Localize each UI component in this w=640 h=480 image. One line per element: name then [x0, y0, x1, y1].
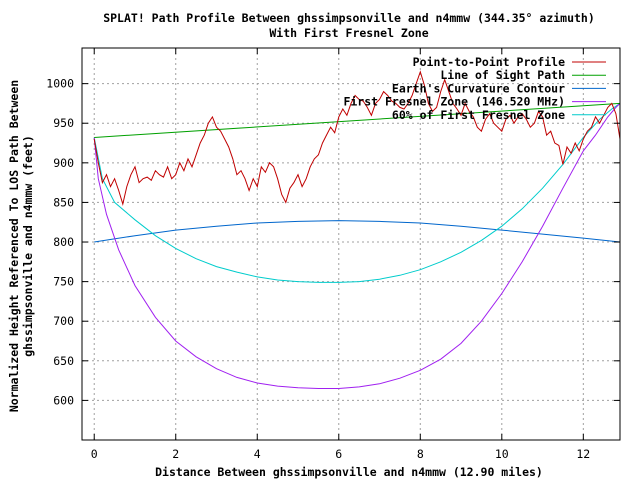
x-tick-label: 4 — [254, 447, 261, 461]
x-tick-label: 12 — [576, 447, 590, 461]
y-tick-label: 1000 — [46, 77, 74, 91]
x-tick-label: 0 — [91, 447, 98, 461]
x-tick-label: 8 — [417, 447, 424, 461]
x-tick-label: 2 — [172, 447, 179, 461]
series-line-4 — [93, 102, 621, 283]
y-axis-label-line-2: ghssimpsonville and n4mmw (feet) — [21, 135, 35, 357]
y-tick-label: 900 — [53, 156, 74, 170]
grid — [82, 48, 620, 440]
y-tick-label: 800 — [53, 235, 74, 249]
y-axis-label-line-1: Normalized Height Referenced To LOS Path… — [7, 80, 21, 412]
series-line-3 — [93, 103, 621, 389]
x-tick-label: 10 — [495, 447, 509, 461]
x-axis-label: Distance Between ghssimpsonville and n4m… — [155, 465, 543, 479]
y-tick-label: 600 — [53, 393, 74, 407]
series-line-0 — [93, 70, 621, 206]
y-tick-label: 700 — [53, 314, 74, 328]
legend-label: Line of Sight Path — [440, 68, 565, 82]
legend-label: 60% of First Fresnel Zone — [392, 108, 565, 122]
y-tick-label: 850 — [53, 195, 74, 209]
plot-frame — [81, 47, 621, 441]
y-tick-label: 650 — [53, 354, 74, 368]
ticks: 0 2 4 6 8 10 12 600 650 700 750 800 850 900 950 1000 — [46, 48, 620, 461]
legend-label: Earth's Curvature Contour — [392, 81, 565, 95]
x-tick-label: 6 — [335, 447, 342, 461]
chart-subtitle: With First Fresnel Zone — [269, 26, 428, 40]
series-line-2 — [94, 220, 621, 243]
chart-title: SPLAT! Path Profile Between ghssimpsonvi… — [103, 11, 595, 25]
y-tick-label: 750 — [53, 275, 74, 289]
y-axis-label: Normalized Height Referenced To LOS Path… — [7, 80, 35, 412]
legend-label: Point-to-Point Profile — [413, 55, 565, 69]
y-tick-label: 950 — [53, 116, 74, 130]
legend-label: First Fresnel Zone (146.520 MHz) — [343, 95, 565, 109]
series-group — [93, 70, 621, 389]
series-line-1 — [94, 102, 621, 138]
